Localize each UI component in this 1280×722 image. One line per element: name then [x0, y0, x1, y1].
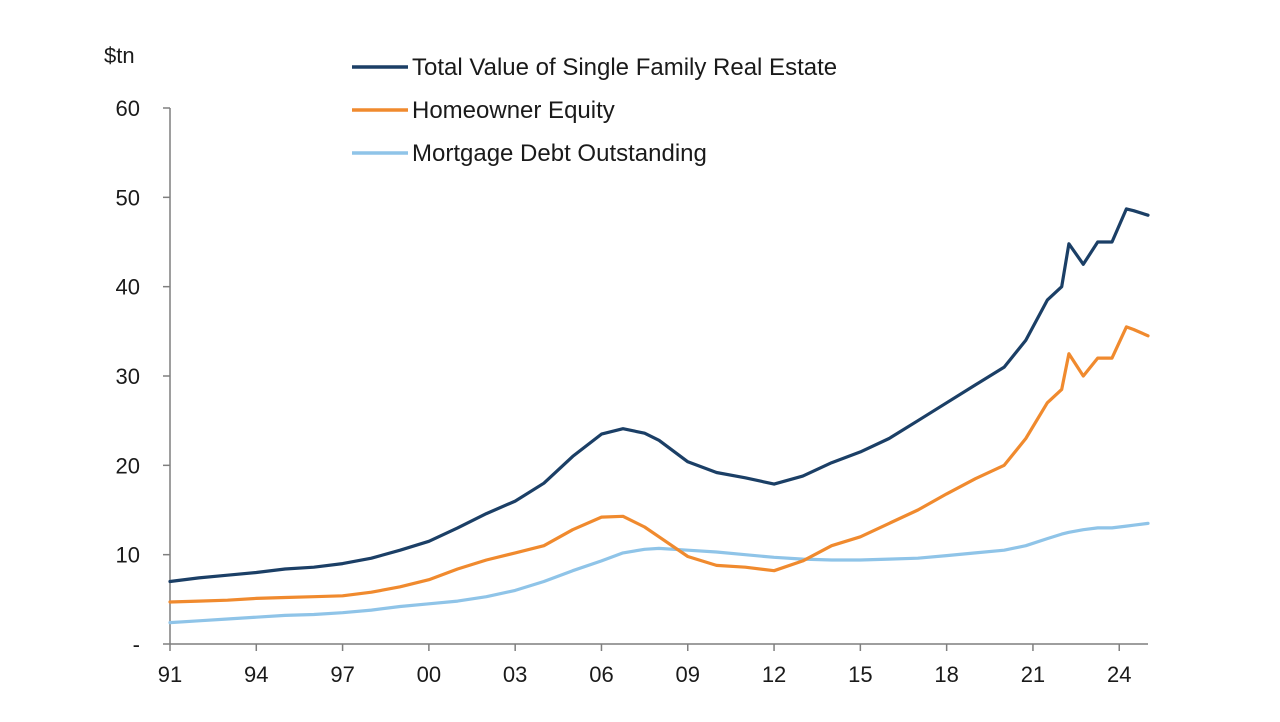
- x-tick-label: 09: [676, 662, 700, 687]
- series-line-2: [168, 325, 1150, 604]
- series-line-1: [168, 207, 1150, 584]
- axes: - 10 20 30 40 50 60 91 94 97 00 03 06 09 12 15 18 21 24: [116, 96, 1148, 687]
- y-tick-label: 30: [116, 364, 140, 389]
- y-tick-label: 20: [116, 453, 140, 478]
- y-tick-label: 10: [116, 543, 140, 568]
- series-line-3: [168, 521, 1150, 625]
- x-tick-label: 97: [330, 662, 354, 687]
- y-tick-label: -: [133, 632, 140, 657]
- y-axis-unit-label: $tn: [104, 43, 135, 68]
- x-tick-label: 18: [934, 662, 958, 687]
- x-tick-label: 00: [417, 662, 441, 687]
- x-tick-label: 15: [848, 662, 872, 687]
- y-tick-label: 50: [116, 185, 140, 210]
- legend-label-2: Homeowner Equity: [412, 97, 615, 124]
- series-group: [168, 207, 1150, 625]
- x-tick-label: 21: [1021, 662, 1045, 687]
- x-tick-label: 91: [158, 662, 182, 687]
- x-tick-label: 12: [762, 662, 786, 687]
- x-tick-label: 06: [589, 662, 613, 687]
- x-tick-label: 03: [503, 662, 527, 687]
- y-tick-label: 60: [116, 96, 140, 121]
- legend: Total Value of Single Family Real Estate…: [352, 54, 837, 167]
- legend-label-3: Mortgage Debt Outstanding: [412, 140, 707, 167]
- legend-label-1: Total Value of Single Family Real Estate: [412, 54, 837, 81]
- y-tick-label: 40: [116, 275, 140, 300]
- x-tick-label: 24: [1107, 662, 1131, 687]
- x-tick-label: 94: [244, 662, 268, 687]
